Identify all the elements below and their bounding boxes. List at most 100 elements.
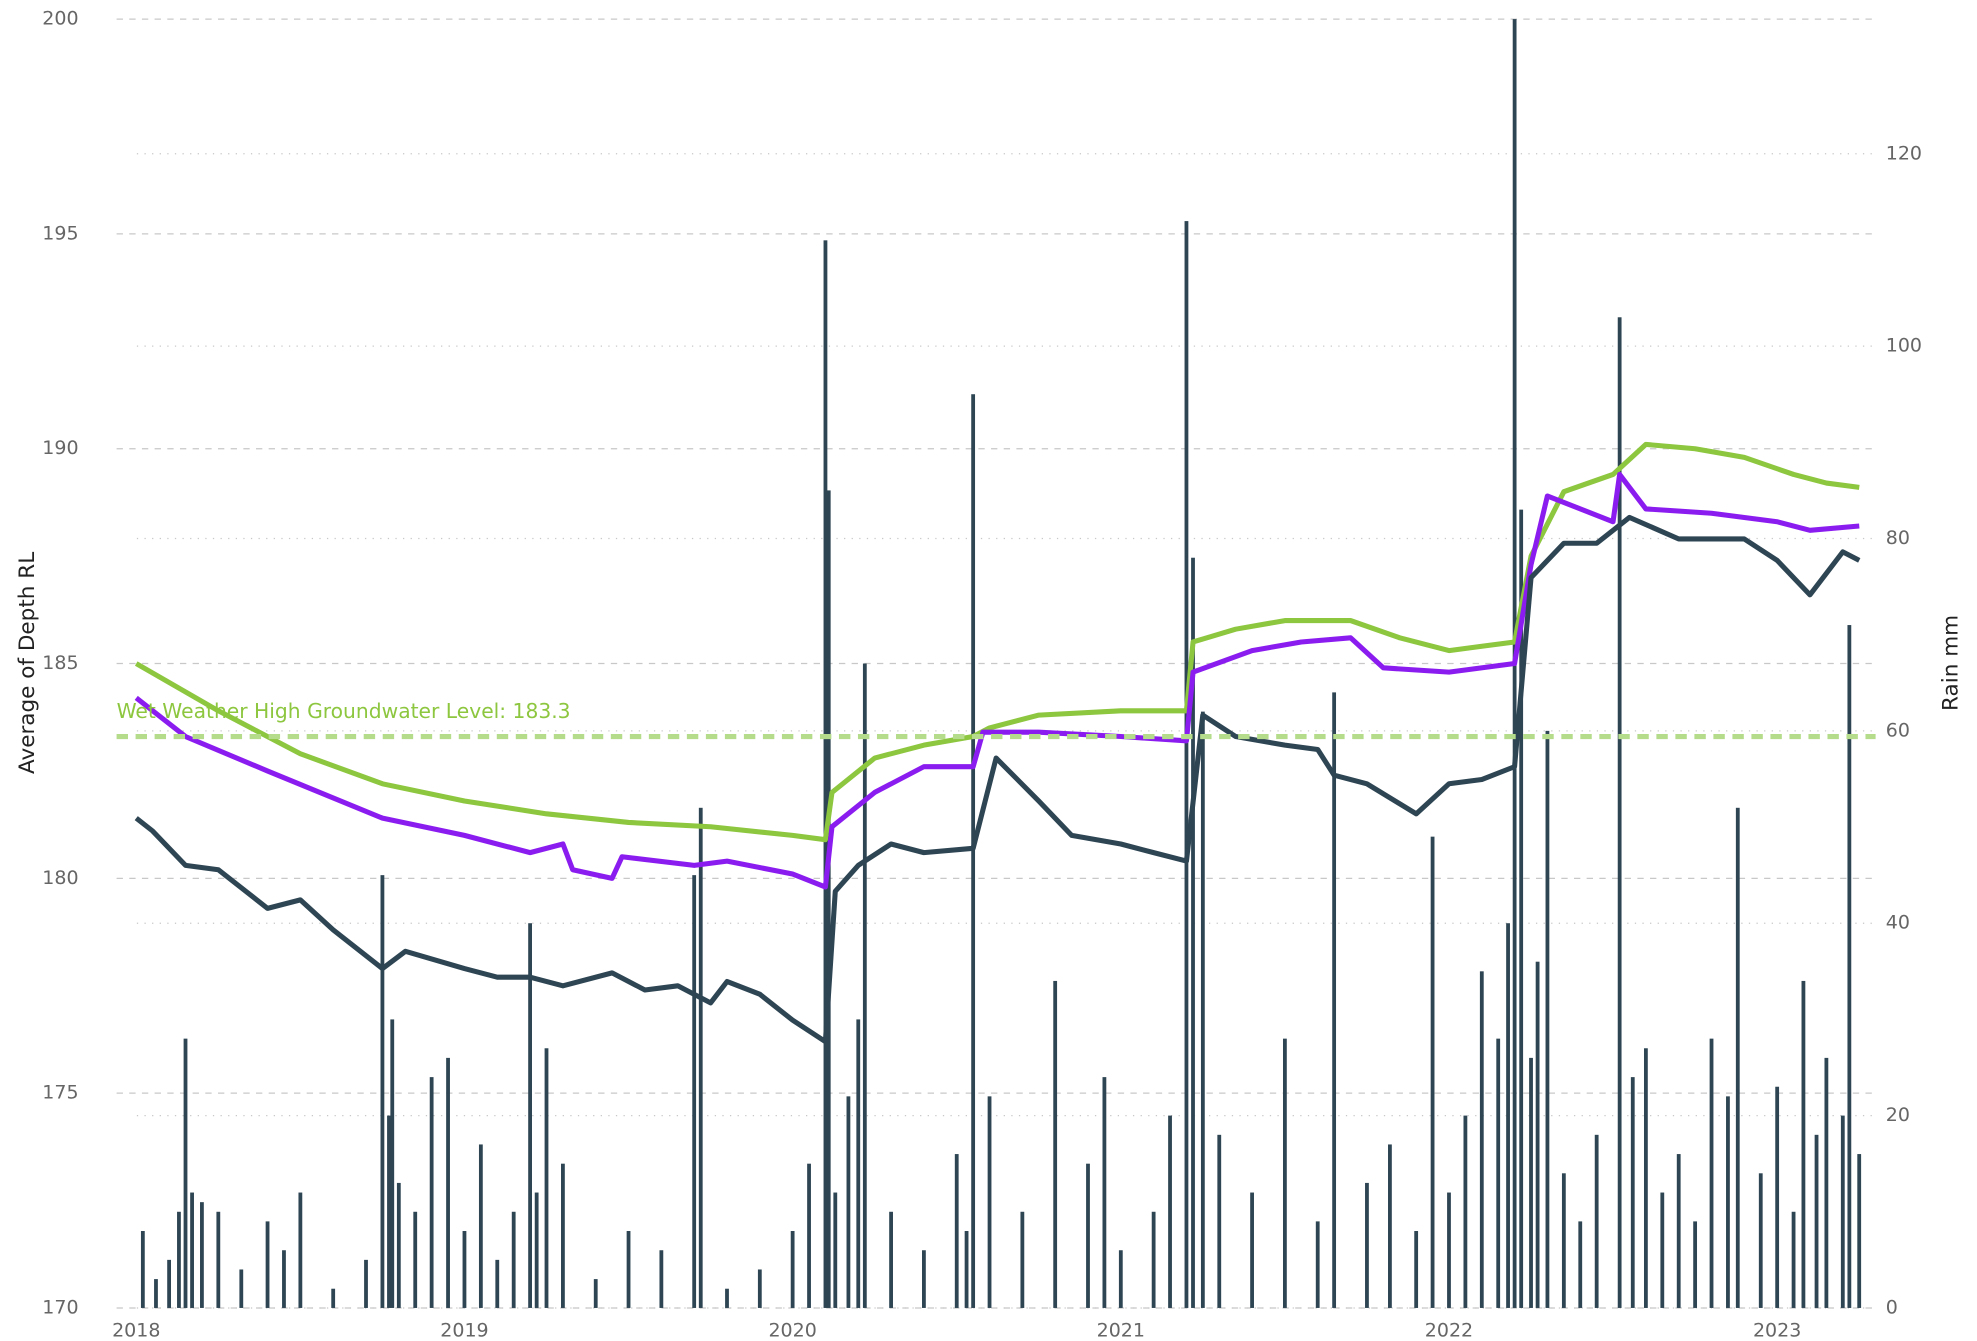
rain-bar [1693,1221,1698,1308]
rain-bar [1086,1163,1090,1308]
rain-bar [1151,1211,1156,1308]
y-tick-label: 170 [42,1296,78,1318]
y2-tick-label: 40 [1886,912,1910,934]
y-axis-title: Average of Depth RL [15,552,40,774]
rain-bar [1847,625,1852,1308]
rain-bar [1758,1173,1763,1308]
rain-bar [698,807,703,1308]
rain-bar [1430,836,1435,1308]
rain-bar [757,1269,762,1308]
rain-bar [846,1096,851,1308]
rain-bar [1118,1250,1123,1308]
rain-bar [298,1192,303,1308]
rain-bar [478,1144,483,1308]
rain-bar [1217,1134,1222,1308]
rain-bar [1388,1144,1392,1308]
rain-bar [1643,1048,1648,1308]
reference-label: Wet Weather High Groundwater Level: 183.… [117,699,571,723]
y-tick-label: 185 [42,652,78,674]
y2-tick-label: 20 [1886,1104,1910,1126]
y2-tick-label: 60 [1886,719,1910,741]
rain-bar [1824,1057,1829,1308]
rain-bar [1535,961,1540,1308]
rain-bar [216,1211,221,1308]
y2-tick-label: 120 [1886,142,1922,164]
rain-bar [1191,557,1195,1308]
x-tick-label: 2022 [1425,1319,1473,1341]
y2-axis-title: Rain mm [1939,615,1964,711]
rain-bar [1496,1038,1501,1308]
rain-bar [387,1115,391,1308]
rain-bar [1447,1192,1451,1308]
rain-bar [1814,1134,1819,1308]
rain-bar [1617,317,1622,1308]
y-tick-label: 200 [42,8,78,30]
rain-bar [331,1288,336,1308]
y-tick-label: 180 [42,867,78,889]
x-tick-label: 2018 [112,1319,160,1341]
rain-bar [183,1038,188,1308]
rain-bar [1840,1115,1845,1308]
rain-bar [446,1057,450,1308]
rain-bar [971,394,976,1308]
y2-tick-label: 100 [1886,335,1922,357]
y2-tick-label: 0 [1886,1296,1898,1318]
rain-bar [1414,1231,1419,1308]
rain-bar [1857,1154,1862,1308]
rain-bar [807,1163,811,1308]
rain-bar [1315,1221,1320,1308]
rain-bar [462,1231,467,1308]
rain-bar [1519,509,1524,1308]
rain-bar [1801,980,1806,1308]
rain-bar [833,1192,838,1308]
depth-line [134,514,1861,1045]
rain-bar [1545,730,1550,1308]
rain-bar [626,1231,631,1308]
rain-bar [177,1211,181,1308]
rain-bar [1578,1221,1583,1308]
x-tick-label: 2021 [1097,1319,1145,1341]
rain-bar [1200,711,1205,1308]
rain-bar [1660,1192,1665,1308]
rain-bar [413,1211,418,1308]
rain-bar [528,923,532,1308]
rain-bar [1463,1115,1468,1308]
rain-bar [725,1288,729,1308]
rain-bar [1735,807,1740,1308]
rain-bar [1184,221,1189,1308]
rain-bar [167,1259,172,1308]
depth-line [134,441,1860,843]
rain-bar [1594,1134,1599,1308]
x-tick-label: 2019 [440,1319,488,1341]
rain-bar [1529,1057,1533,1308]
rain-bar [239,1269,244,1308]
rain-bar [1726,1096,1730,1308]
depth-line [134,471,1860,890]
rain-bar [987,1096,992,1308]
rain-bar [964,1231,969,1308]
y-tick-label: 195 [42,222,78,244]
rain-bar [1282,1038,1287,1308]
rain-bar [1020,1211,1025,1308]
rain-bar [364,1259,368,1308]
rain-bar [380,875,385,1308]
y-tick-label: 190 [42,437,78,459]
rain-bar [826,490,831,1308]
rain-bar [954,1154,959,1308]
rain-bar [1709,1038,1714,1308]
x-tick-label: 2020 [768,1319,816,1341]
rain-bar [429,1077,434,1308]
rain-bar [200,1202,204,1308]
rain-bar [1250,1192,1254,1308]
rain-bar [593,1279,598,1308]
rain-bar [544,1048,549,1308]
rain-bar [282,1250,286,1308]
rain-bar [511,1211,516,1308]
rain-bar [140,1231,145,1308]
rain-bar [1102,1077,1107,1308]
rain-bar [659,1250,664,1308]
rain-bar [856,1019,861,1308]
rain-bar [1332,692,1337,1308]
rain-bar [190,1192,194,1308]
